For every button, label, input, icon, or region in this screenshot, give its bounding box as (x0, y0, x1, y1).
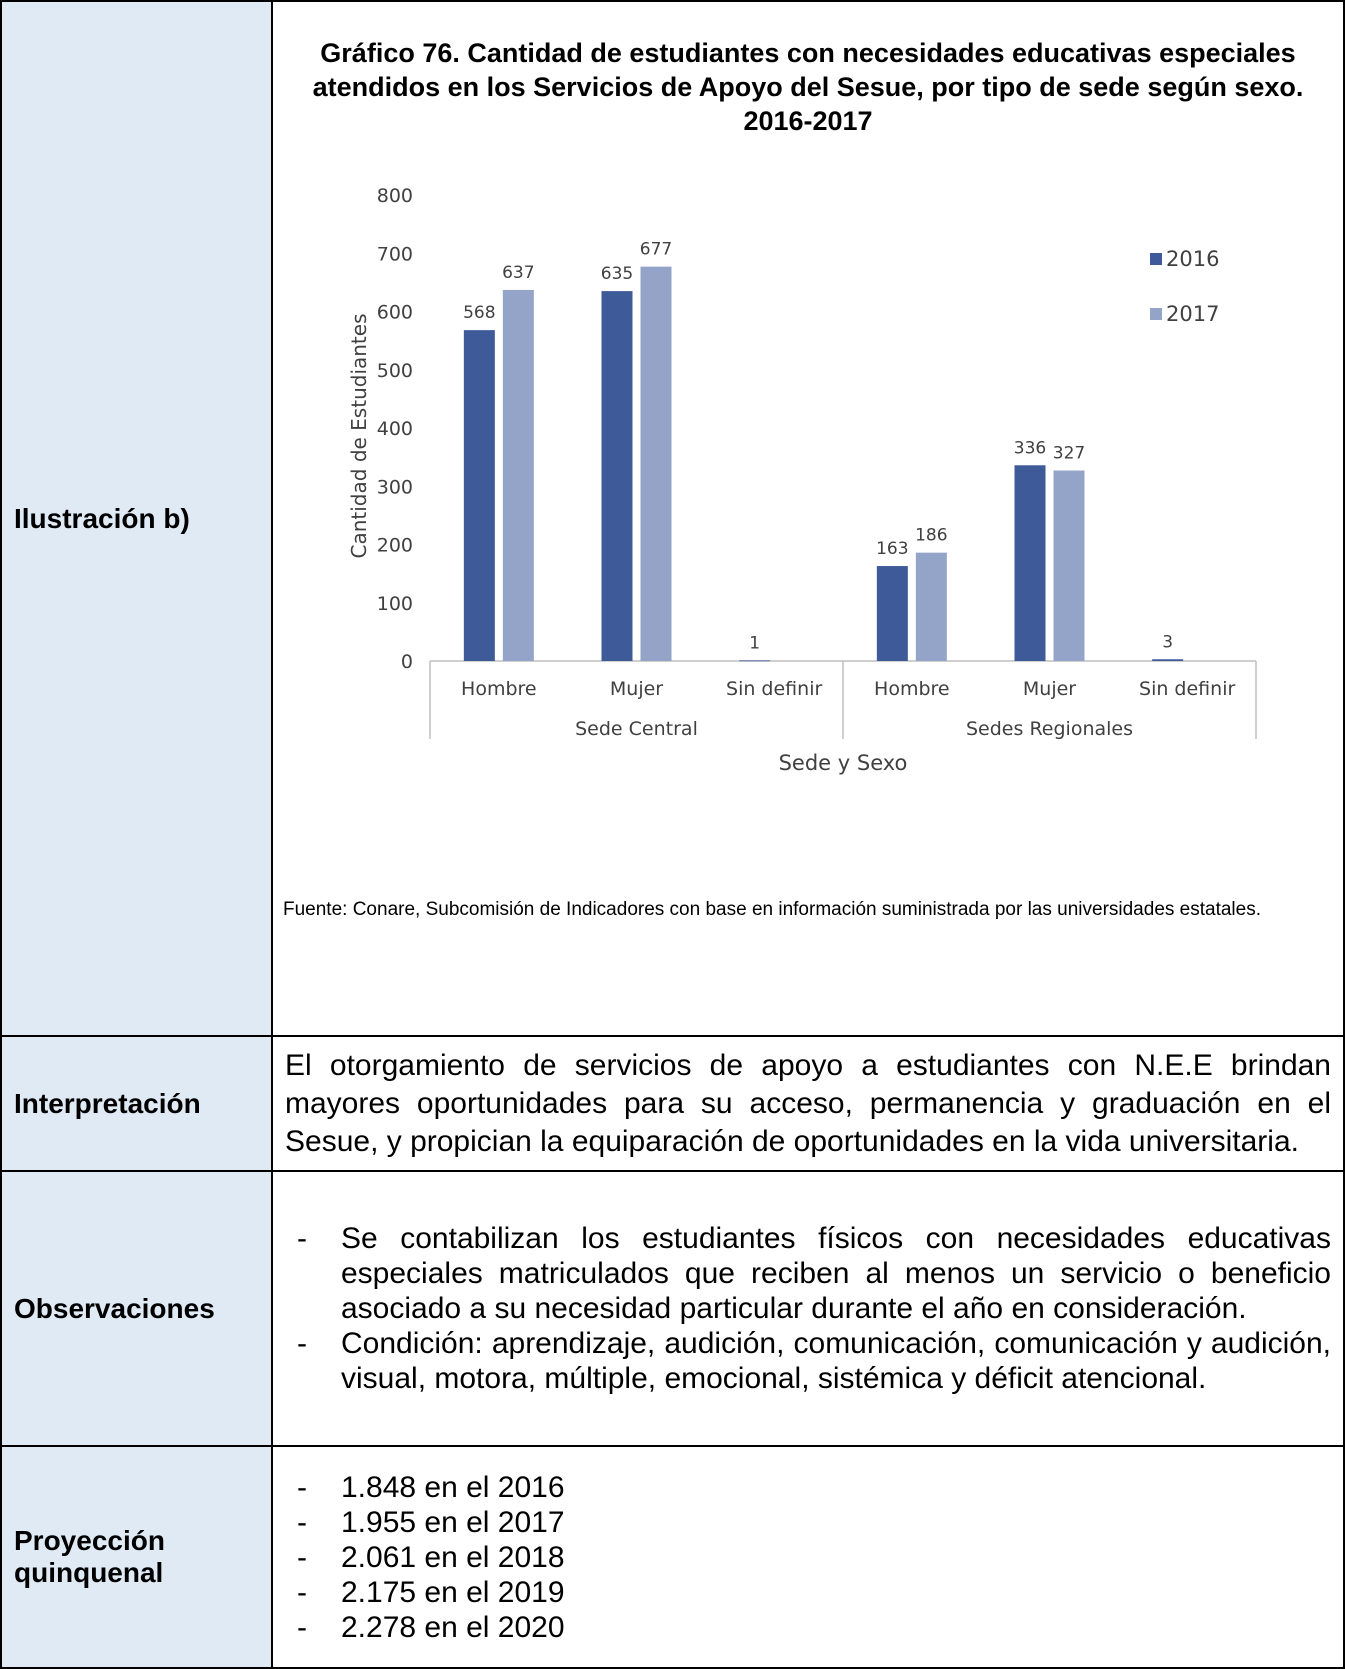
bar-2017 (502, 289, 534, 661)
row-projection: Proyección quinquenal -1.848 en el 2016 … (0, 1445, 1345, 1669)
observation-text: Condición: aprendizaje, audición, comuni… (341, 1327, 1331, 1395)
projection-text: 2.278 en el 2020 (341, 1610, 565, 1644)
x-category-label: Mujer (1023, 678, 1076, 700)
y-tick-label: 200 (377, 535, 413, 557)
bar-2017 (1053, 470, 1085, 661)
x-group-label: Sedes Regionales (966, 718, 1133, 740)
illustration-cell: Gráfico 76. Cantidad de estudiantes con … (271, 0, 1345, 1037)
dash-marker: - (297, 1540, 307, 1574)
dash-marker: - (297, 1327, 307, 1360)
data-label: 336 (1014, 438, 1046, 458)
observations-list: - Se contabilizan los estudiantes físicos… (273, 1221, 1343, 1396)
y-tick-label: 400 (377, 418, 413, 440)
projection-item: -2.278 en el 2020 (283, 1610, 1331, 1645)
y-tick-label: 100 (377, 593, 413, 615)
chart-source: Fuente: Conare, Subcomisión de Indicador… (283, 899, 1261, 920)
legend-swatch-2017 (1150, 308, 1162, 320)
x-category-label: Sin definir (1139, 678, 1235, 700)
bar-chart: 0 100 200 300 400 500 600 700 800 Cantidad de Est… (347, 185, 1257, 775)
legend-label: 2016 (1166, 247, 1219, 271)
interpretation-cell: El otorgamiento de servicios de apoyo a … (271, 1035, 1345, 1172)
x-category-label: Sin definir (726, 678, 822, 700)
projection-item: -1.955 en el 2017 (283, 1505, 1331, 1540)
data-label: 677 (640, 240, 672, 260)
projection-text: 2.175 en el 2019 (341, 1575, 565, 1609)
y-tick-label: 700 (377, 243, 413, 265)
data-label: 186 (915, 526, 947, 546)
chart-title: Gráfico 76. Cantidad de estudiantes con … (312, 38, 1304, 136)
data-label: 327 (1053, 444, 1085, 464)
x-group-label: Sede Central (575, 718, 698, 740)
y-tick-label: 500 (377, 360, 413, 382)
projection-item: -2.175 en el 2019 (283, 1575, 1331, 1610)
y-tick-label: 0 (401, 651, 413, 673)
row-label-interpretation: Interpretación (0, 1035, 273, 1172)
observation-item: - Condición: aprendizaje, audición, comun… (283, 1326, 1331, 1396)
bar-2017 (640, 266, 672, 661)
y-axis-label: Cantidad de Estudiantes (347, 314, 371, 559)
dash-marker: - (297, 1470, 307, 1504)
dash-marker: - (297, 1222, 307, 1255)
data-label: 635 (601, 264, 633, 284)
dash-marker: - (297, 1610, 307, 1644)
row-label-projection: Proyección quinquenal (0, 1445, 273, 1669)
bar-2017 (915, 552, 947, 661)
bar-2016 (1014, 465, 1046, 661)
row-illustration: Ilustración b) Gráfico 76. Cantidad de e… (0, 0, 1345, 1037)
bar-2016 (876, 566, 908, 661)
data-label: 637 (502, 263, 534, 283)
y-tick-label: 800 (377, 185, 413, 207)
row-label-observations: Observaciones (0, 1170, 273, 1447)
bar-2016 (739, 660, 771, 662)
x-category-label: Hombre (461, 678, 537, 700)
row-observations: Observaciones - Se contabilizan los estud… (0, 1170, 1345, 1447)
projection-item: -1.848 en el 2016 (283, 1470, 1331, 1505)
projection-text: 1.848 en el 2016 (341, 1470, 565, 1504)
row-label-illustration: Ilustración b) (0, 0, 273, 1037)
projection-cell: -1.848 en el 2016 -1.955 en el 2017 -2.0… (271, 1445, 1345, 1669)
data-label: 568 (463, 303, 495, 323)
bar-2016 (1152, 659, 1184, 661)
observations-cell: - Se contabilizan los estudiantes físicos… (271, 1170, 1345, 1447)
x-axis-title: Sede y Sexo (779, 751, 908, 775)
dash-marker: - (297, 1575, 307, 1609)
bar-2016 (601, 291, 633, 661)
row-interpretation: Interpretación El otorgamiento de servic… (0, 1035, 1345, 1172)
legend-label: 2017 (1166, 302, 1219, 326)
dash-marker: - (297, 1505, 307, 1539)
projection-text: 2.061 en el 2018 (341, 1540, 565, 1574)
projection-text: 1.955 en el 2017 (341, 1505, 565, 1539)
y-tick-label: 600 (377, 302, 413, 324)
bar-2016 (463, 330, 495, 661)
legend-swatch-2016 (1150, 253, 1162, 265)
x-category-label: Mujer (610, 678, 663, 700)
data-label: 3 (1162, 632, 1173, 652)
observation-text: Se contabilizan los estudiantes físicos … (341, 1222, 1331, 1325)
x-category-label: Hombre (874, 678, 950, 700)
interpretation-text: El otorgamiento de servicios de apoyo a … (285, 1048, 1331, 1158)
chart-container: 0 100 200 300 400 500 600 700 800 Cantidad de Est… (273, 138, 1343, 898)
data-label: 163 (876, 539, 908, 559)
data-label: 1 (749, 633, 760, 653)
observation-item: - Se contabilizan los estudiantes físicos… (283, 1221, 1331, 1326)
projection-item: -2.061 en el 2018 (283, 1540, 1331, 1575)
projection-list: -1.848 en el 2016 -1.955 en el 2017 -2.0… (273, 1470, 1343, 1645)
y-tick-label: 300 (377, 476, 413, 498)
